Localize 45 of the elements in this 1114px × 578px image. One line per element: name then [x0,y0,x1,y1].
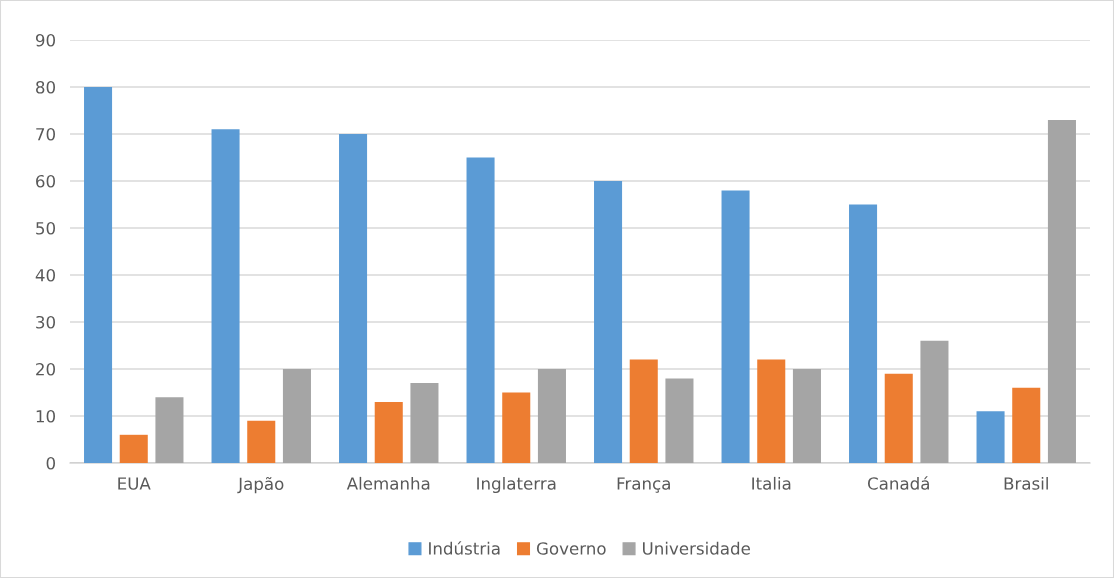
bar [1047,119,1076,463]
bar [119,434,148,463]
bar [629,359,658,463]
x-tick-label: Alemanha [346,476,430,490]
bar [792,369,821,463]
bar [374,401,403,463]
y-tick-label: 90 [35,33,55,47]
y-tick-label: 40 [35,268,55,282]
y-tick-label: 60 [36,174,55,188]
bar [410,383,439,463]
bar [537,369,566,463]
x-tick-label: Canadá [867,476,929,490]
bar [247,420,276,463]
bar [502,392,531,463]
y-tick-label: 50 [36,221,55,235]
bar [884,373,913,463]
bar [594,181,623,463]
bar [665,378,694,463]
x-tick-label: Inglaterra [477,476,556,494]
x-tick-label: Italia [752,476,791,490]
legend-label: Indústria [429,541,500,555]
x-tick-label: Japão [237,476,284,494]
bar [466,157,495,463]
x-tick-label: Brasil [1004,476,1048,490]
y-tick-label: 0 [46,456,55,470]
bar [920,340,949,463]
legend-label: Universidade [643,541,750,555]
y-tick-label: 80 [36,80,55,94]
y-tick-label: 10 [36,409,55,423]
bar [721,190,750,463]
bar [757,359,786,463]
bar [339,134,368,463]
y-tick-label: 20 [36,362,55,376]
y-tick-label: 30 [36,315,55,329]
bar [211,129,240,463]
x-tick-label: EUA [118,477,151,490]
y-tick-label: 70 [36,127,55,141]
bar [1012,387,1041,463]
bar [976,411,1005,463]
bar [849,204,878,463]
bar [282,369,311,463]
bar [155,397,184,463]
legend-label: Governo [536,542,606,555]
bar [84,87,113,463]
x-tick-label: França [617,477,670,493]
